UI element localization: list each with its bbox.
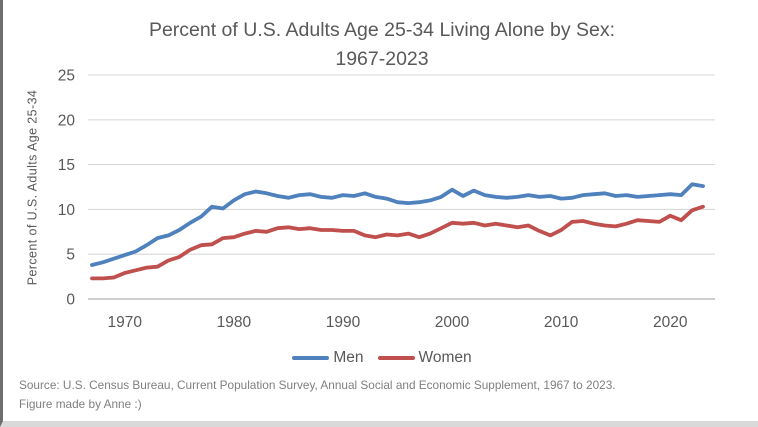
x-tick-label: 1990 [326, 314, 361, 331]
women-line-swatch [377, 355, 415, 361]
x-tick-label: 1970 [107, 314, 142, 331]
legend-label-women: Women [418, 349, 472, 366]
x-tick-label: 1980 [217, 314, 252, 331]
plot-area: 0 5 10 15 20 25 1970 1980 1990 2000 2010 2020 [58, 68, 715, 331]
chart-title: Percent of U.S. Adults Age 25-34 Living … [3, 16, 758, 74]
x-tick-label: 2020 [653, 314, 688, 331]
legend-item-women: Women [377, 349, 472, 367]
men-line [90, 182, 705, 267]
y-tick-label: 20 [58, 112, 76, 129]
y-tick-label: 15 [58, 157, 75, 174]
y-tick-label: 25 [58, 68, 75, 85]
y-tick-label: 10 [58, 202, 76, 219]
x-tick-label: 2010 [544, 314, 579, 331]
chart-title-line1: Percent of U.S. Adults Age 25-34 Living … [148, 19, 616, 41]
source-line2: Figure made by Anne :) [19, 396, 142, 411]
chart-title-line2: 1967-2023 [335, 48, 429, 70]
y-tick-label: 5 [66, 247, 75, 264]
source-note: Source: U.S. Census Bureau, Current Popu… [19, 376, 739, 413]
source-line1: Source: U.S. Census Bureau, Current Popu… [19, 378, 616, 392]
legend-item-men: Men [292, 349, 364, 367]
x-tick-label: 2000 [435, 314, 470, 331]
men-line-swatch [292, 355, 330, 361]
y-tick-label: 0 [66, 292, 75, 309]
legend: Men Women [3, 349, 758, 367]
legend-label-men: Men [333, 349, 364, 366]
women-line [90, 204, 705, 281]
